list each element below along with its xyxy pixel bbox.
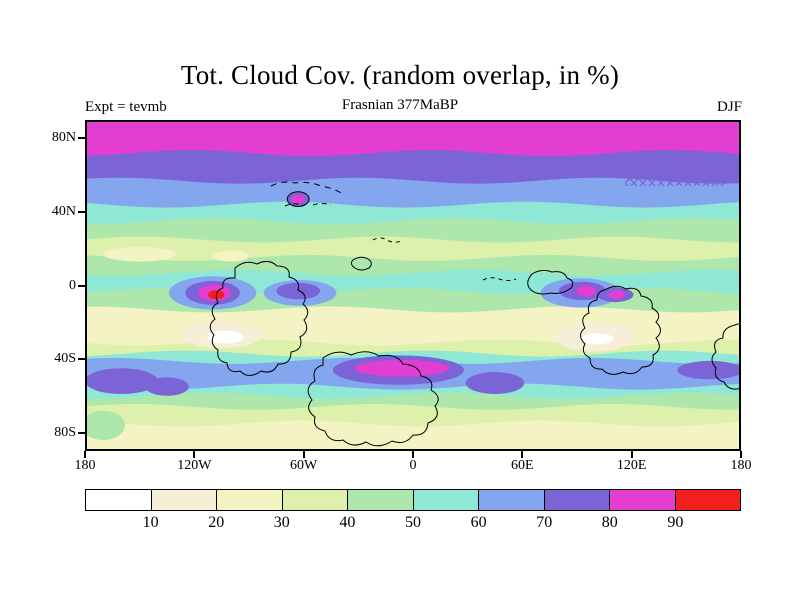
landmass-outline: [307, 351, 439, 447]
y-tick-label: 40S: [54, 351, 76, 367]
y-tick-label: 40N: [51, 203, 76, 219]
y-tick: [78, 358, 85, 361]
cloud-feature-85pct: [608, 290, 626, 300]
cloud-feature-5pct: [580, 333, 614, 345]
colorbar-cell: [675, 490, 740, 510]
x-tick-label: 60E: [511, 458, 534, 473]
colorbar-cell: [479, 490, 545, 510]
y-tick: [78, 137, 85, 140]
colorbar-cell: [348, 490, 414, 510]
x-tick: [302, 451, 305, 458]
header-season: DJF: [716, 99, 742, 115]
island-outline: [350, 256, 372, 271]
cloud-feature-85pct: [576, 285, 597, 297]
colorbar-label: 60: [470, 514, 487, 531]
colorbar-label: 10: [142, 514, 159, 531]
cloud-feature-85pct: [354, 360, 450, 377]
cloud-feature-75pct: [85, 368, 158, 394]
landmass-outline: [527, 269, 574, 295]
contour-features: [85, 191, 741, 440]
x-tick: [740, 451, 742, 458]
page-title: Tot. Cloud Cov. (random overlap, in %): [180, 60, 620, 90]
colorbar-label: 90: [667, 514, 684, 531]
colorbar-cell: [282, 490, 348, 510]
continent-outlines: [209, 181, 741, 447]
colorbar-label: 40: [339, 514, 356, 531]
colorbar-cell: [413, 490, 479, 510]
dashed-coast: [270, 181, 342, 194]
dashed-coast: [284, 203, 332, 207]
x-tick-label: 120E: [616, 458, 647, 473]
cloud-feature-75pct: [465, 372, 525, 394]
cloud-feature-25pct: [103, 246, 177, 262]
x-tick: [193, 451, 196, 458]
dashed-coast: [372, 237, 402, 243]
x-tick: [521, 451, 524, 458]
y-tick-label: 0: [69, 277, 76, 293]
x-tick: [412, 451, 414, 458]
colorbar-cell: [151, 490, 217, 510]
x-tick-label: 180: [730, 458, 752, 473]
cloud-feature-85pct: [291, 194, 305, 204]
landmass-outline: [209, 260, 309, 376]
x-tick: [84, 451, 86, 458]
x-tick-label: 60W: [290, 458, 318, 473]
colorbar-label: 30: [273, 514, 290, 531]
colorbar-cell: [86, 490, 152, 510]
x-tick-label: 120W: [177, 458, 212, 473]
header-experiment: Expt = tevmb: [85, 99, 167, 115]
dashed-coast: [482, 277, 517, 281]
colorbar-cell: [217, 490, 283, 510]
colorbar-label: 50: [405, 514, 421, 531]
colorbar: [85, 489, 741, 511]
x-tick-label: 0: [409, 458, 417, 473]
colorbar-cell: [544, 490, 610, 510]
y-tick-label: 80N: [51, 130, 76, 146]
x-tick-label: 180: [74, 458, 96, 473]
landmass-outline: [580, 285, 661, 375]
cloud-feature-5pct: [207, 330, 244, 344]
cloud-feature-75pct: [145, 377, 189, 396]
colorbar-cell: [610, 490, 676, 510]
cloud-feature-75pct: [276, 282, 321, 300]
landmass-outline: [711, 322, 741, 390]
y-tick-label: 80S: [54, 424, 76, 440]
y-tick: [78, 431, 85, 434]
y-tick: [78, 284, 85, 287]
y-tick: [78, 210, 85, 213]
hatched-region: [625, 168, 725, 186]
header-age: Frasnian 377MaBP: [341, 97, 459, 113]
x-tick: [630, 451, 633, 458]
colorbar-label: 80: [601, 514, 618, 531]
colorbar-label: 20: [208, 514, 225, 531]
cloud-cover-map: [85, 120, 741, 451]
cloud-feature-45pct: [85, 410, 126, 440]
cloud-feature-25pct: [212, 250, 249, 262]
cloud-feature-75pct: [677, 360, 741, 380]
colorbar-label: 70: [536, 514, 553, 531]
